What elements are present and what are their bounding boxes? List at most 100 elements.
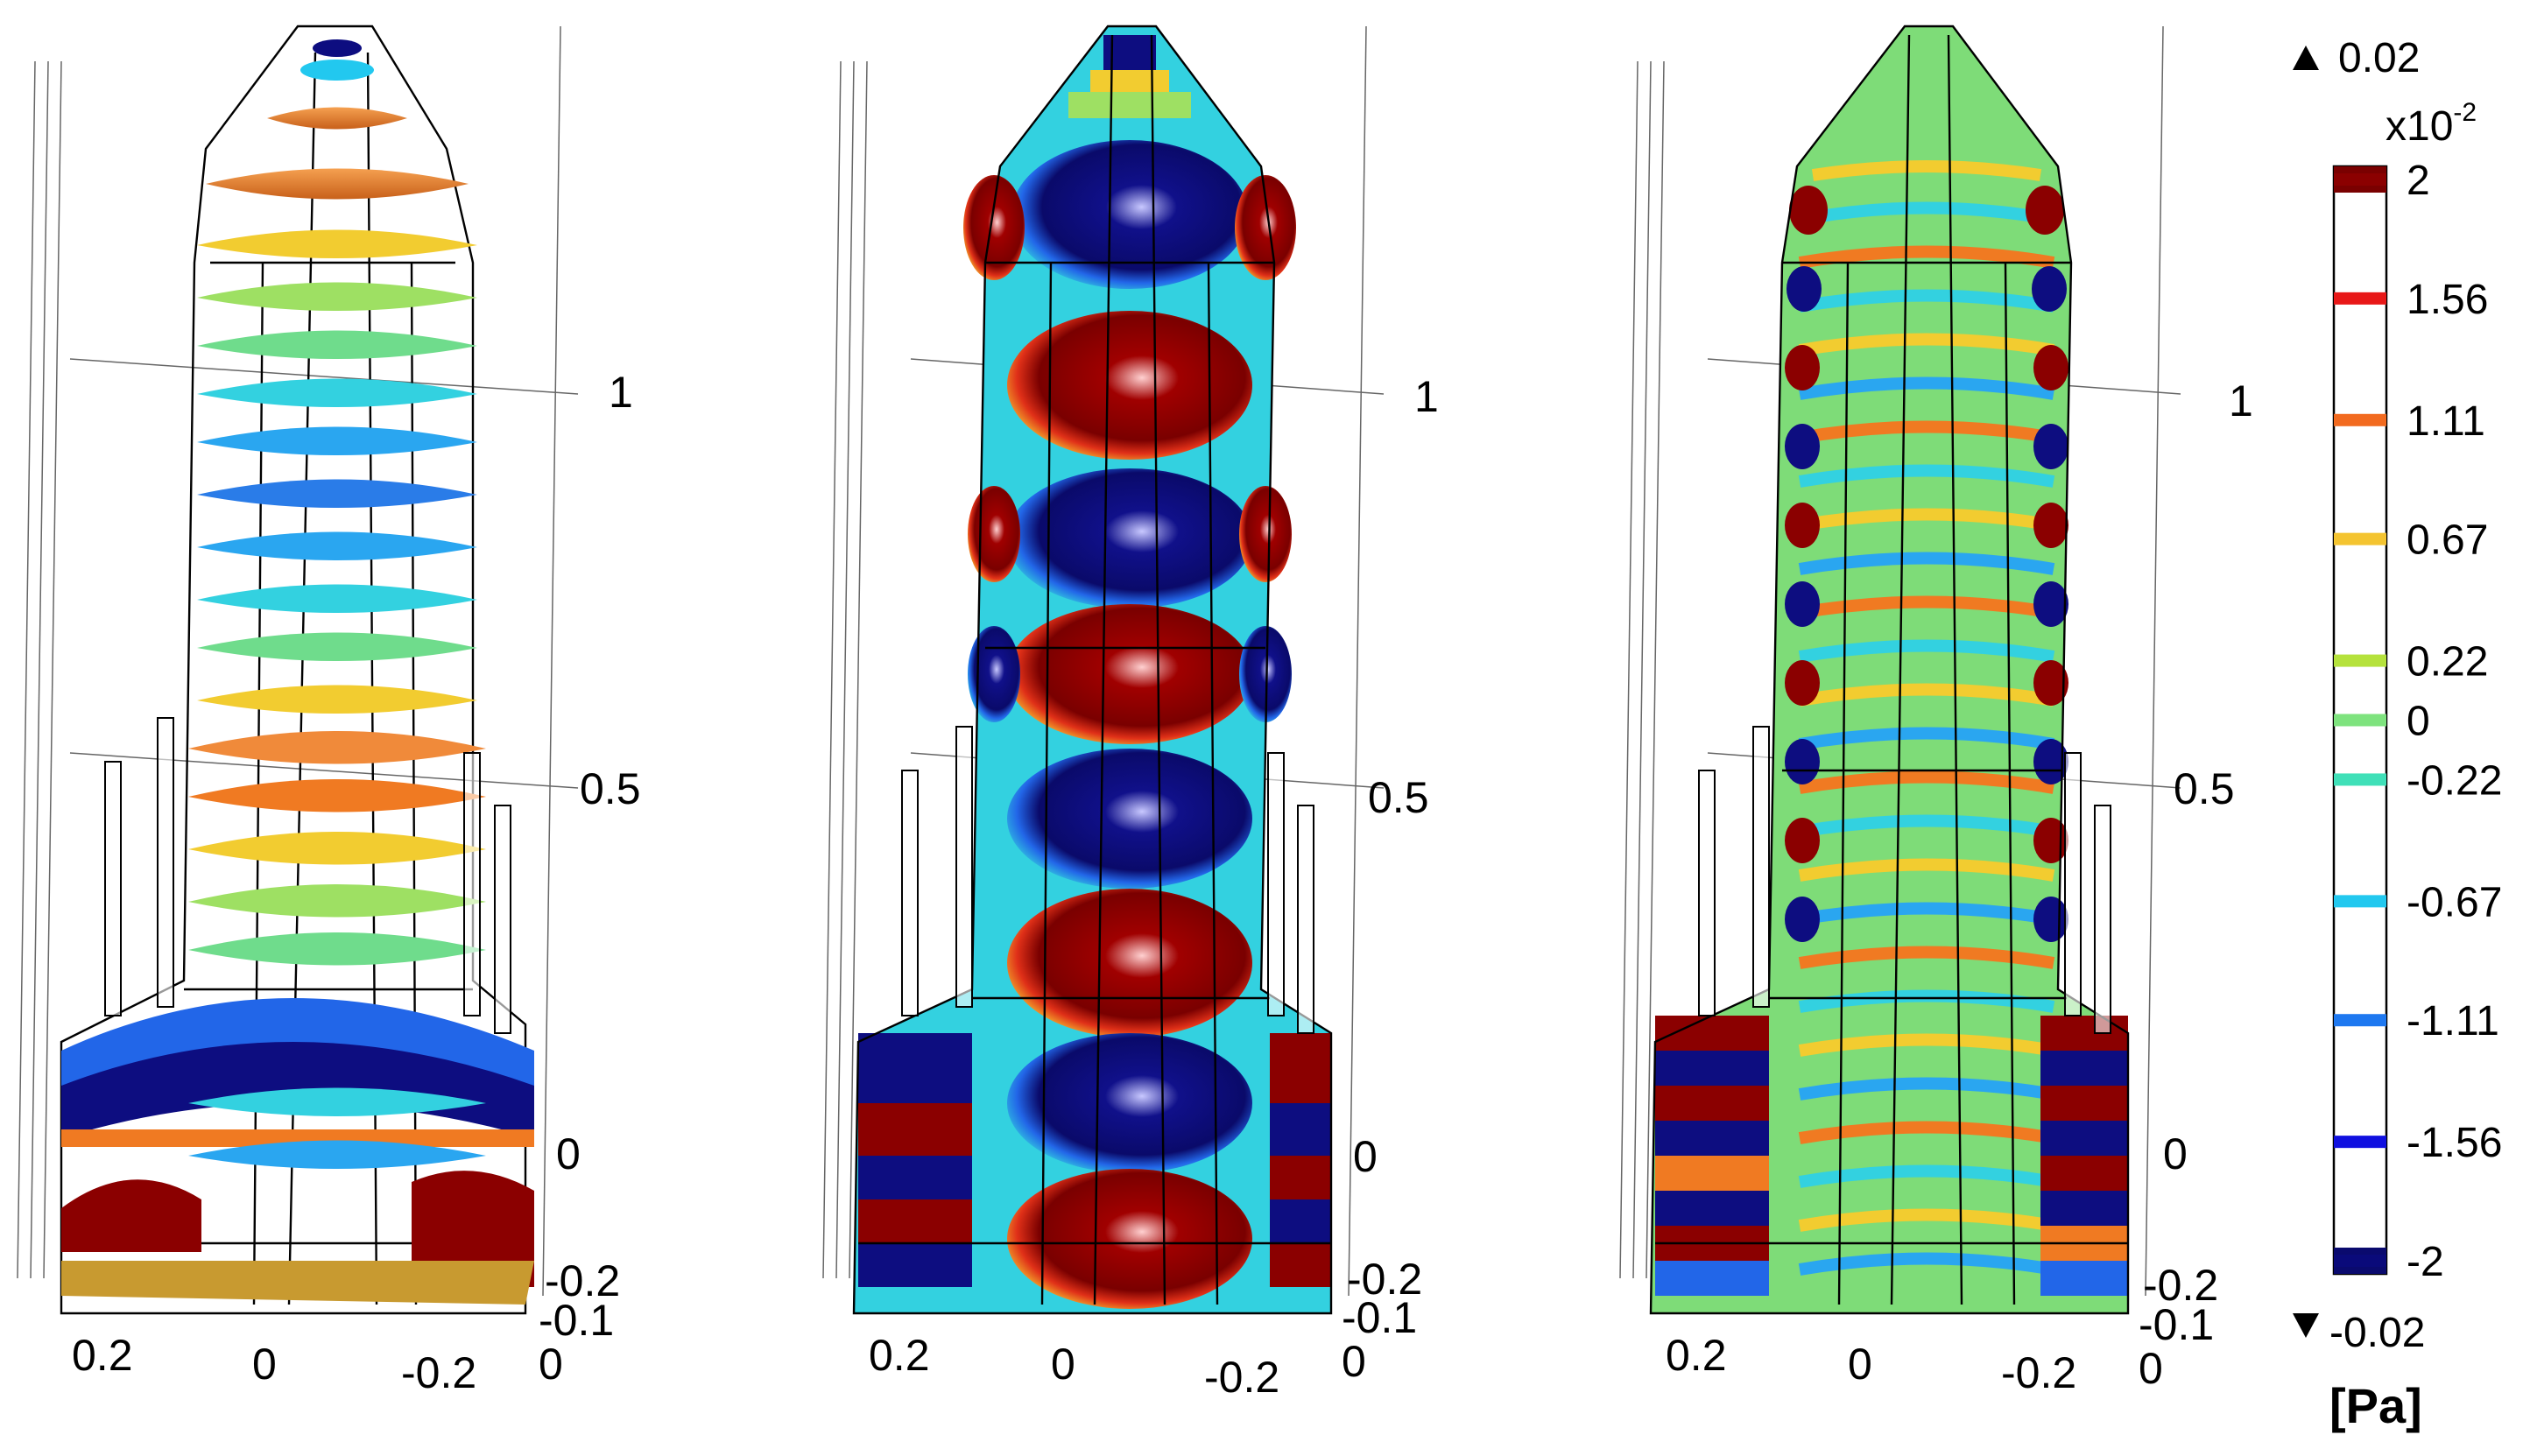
slice [197, 378, 477, 407]
neck-band [1068, 92, 1191, 118]
panel-slices: 1 0.5 0 -0.2 -0.1 0 0.2 0 -0.2 [17, 25, 641, 1397]
colorbar-ticks: 2 1.56 1.11 0.67 0.22 0 -0.22 -0.67 -1.11 -1.56 -2 [2334, 158, 2502, 1285]
z-tick-0-5: 0.5 [1368, 773, 1429, 822]
slice [197, 584, 477, 613]
z-tick-0-5: 0.5 [2174, 764, 2235, 813]
chamber-band [1270, 1156, 1331, 1199]
min-arrow-icon [2293, 1313, 2319, 1338]
slice [61, 1179, 201, 1252]
pipe [1297, 805, 1314, 1034]
colorbar-tick-mark [2334, 413, 2386, 426]
y-tick-0: 0 [1342, 1337, 1366, 1386]
x-tick-0-2: 0.2 [1666, 1331, 1727, 1380]
colorbar-max-label: 0.02 [2338, 35, 2420, 81]
housing-frame [1649, 25, 2130, 1315]
slice [197, 632, 477, 661]
axis-labels: 1 0.5 0 -0.2 -0.1 0 0.2 0 -0.2 [72, 368, 641, 1397]
pipe [955, 726, 973, 1008]
lobe-negative [1011, 140, 1248, 289]
y-tick-0: 0 [2139, 1344, 2163, 1393]
lobe-positive [1235, 175, 1296, 280]
x-tick-0: 0 [1848, 1340, 1872, 1389]
pressure-slices [61, 39, 534, 1305]
colorbar-exponent-label: x10-2 [2386, 98, 2477, 150]
colorbar-tick-mark [2334, 773, 2386, 786]
colorbar-tick-mark [2334, 654, 2386, 667]
lobe-negative [968, 626, 1020, 722]
z-tick-neg-0-2: -0.2 [2143, 1261, 2218, 1310]
colorbar-tick-label: -0.67 [2407, 879, 2502, 925]
slice [197, 426, 477, 455]
slice [197, 531, 477, 560]
side-pipes [1698, 726, 2111, 1034]
slice [412, 1171, 534, 1287]
slice [267, 107, 407, 130]
slice [197, 229, 477, 258]
slice [206, 168, 469, 200]
slice [197, 330, 477, 359]
colorbar-min-label: -0.02 [2329, 1310, 2425, 1356]
slice [61, 1129, 534, 1147]
x-tick-neg-0-2: -0.2 [1204, 1353, 1279, 1402]
lobe-positive [963, 175, 1025, 280]
z-tick-0-5: 0.5 [580, 764, 641, 813]
slice [188, 884, 486, 918]
slice [188, 1087, 486, 1116]
lobe-negative [1007, 468, 1252, 608]
lobe-positive [968, 486, 1020, 582]
x-tick-neg-0-2: -0.2 [401, 1348, 476, 1397]
slice [188, 779, 486, 812]
colorbar-tick-label: -1.56 [2407, 1120, 2502, 1166]
y-tick-0: 0 [539, 1340, 563, 1389]
pipe [157, 717, 174, 1008]
housing-frame [852, 25, 1333, 1315]
x-tick-neg-0-2: -0.2 [2001, 1348, 2076, 1397]
z-tick-1: 1 [609, 368, 633, 417]
pipe [1267, 752, 1285, 1016]
y-tick-neg-0-1: -0.1 [1342, 1293, 1417, 1342]
lobe-positive [1007, 604, 1252, 744]
colorbar-tick-label: 2 [2407, 158, 2430, 204]
chamber-band [1270, 1199, 1331, 1243]
axis-labels: 1 0.5 0 -0.2 -0.1 0 0.2 0 -0.2 [1666, 376, 2253, 1397]
grid-lines [17, 25, 579, 1297]
colorbar-tick-mark [2334, 532, 2386, 545]
pipe [2064, 752, 2082, 1016]
lobe-negative [1007, 749, 1252, 889]
z-tick-neg-0-2: -0.2 [1347, 1255, 1422, 1304]
colorbar-tick-mark [2334, 895, 2386, 908]
y-tick-neg-0-1: -0.1 [2139, 1300, 2214, 1349]
neck-band [1090, 70, 1169, 92]
z-tick-0: 0 [556, 1129, 581, 1178]
z-tick-0: 0 [1353, 1132, 1378, 1181]
lobe-positive [1007, 889, 1252, 1037]
colorbar: 0.02 x10-2 2 1.56 1.11 0.67 0.22 0 -0.22 -0.67 -… [2293, 35, 2502, 1433]
colorbar-tick-label: -0.22 [2407, 757, 2502, 804]
slice [197, 479, 477, 508]
z-tick-0: 0 [2163, 1129, 2188, 1178]
colorbar-tick-mark [2334, 292, 2386, 305]
colorbar-tick-label: 0.67 [2407, 517, 2488, 564]
chamber-band [858, 1033, 972, 1103]
pipe [2094, 805, 2111, 1034]
pipe [901, 770, 919, 1016]
x-tick-0: 0 [1051, 1340, 1075, 1389]
x-tick-0-2: 0.2 [869, 1331, 930, 1380]
chamber-band [858, 1103, 972, 1156]
colorbar-tick-mark [2334, 1014, 2386, 1027]
lobe-positive [1007, 311, 1252, 460]
pipe [494, 805, 511, 1034]
pressure-rings [1655, 160, 2128, 1296]
housing-frame [60, 25, 527, 1315]
max-arrow-icon [2293, 46, 2319, 70]
slice [188, 832, 486, 865]
colorbar-tick-label: 0.22 [2407, 639, 2488, 686]
chamber-band [858, 1243, 972, 1287]
colorbar-tick-label: -2 [2407, 1239, 2444, 1285]
slice [197, 282, 477, 311]
colorbar-tick-mark [2334, 1136, 2386, 1149]
chamber-band [858, 1156, 972, 1199]
colorbar-tick-label: 0 [2407, 699, 2430, 745]
lobe-negative [1239, 626, 1292, 722]
